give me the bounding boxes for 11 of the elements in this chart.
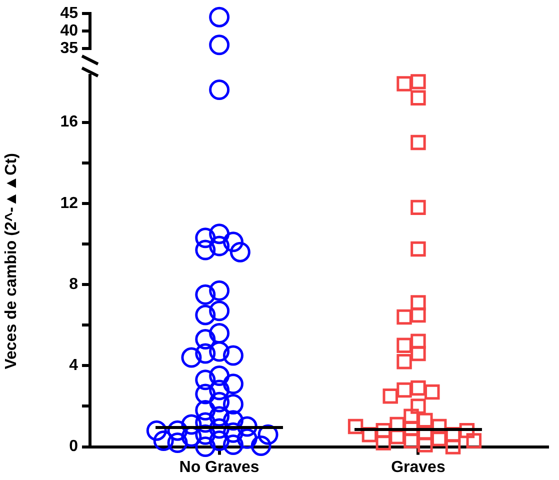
y-tick-label: 8 [69, 276, 78, 293]
y-tick-label: 45 [60, 5, 78, 22]
y-tick-label: 40 [60, 22, 78, 40]
x-tick-label: Graves [391, 458, 446, 476]
y-tick-label: 4 [69, 357, 78, 374]
y-tick-label: 16 [60, 114, 78, 131]
y-tick-label: 12 [60, 194, 78, 212]
y-tick-label: 35 [60, 40, 78, 57]
y-axis-title: Veces de cambio (2^-▲▲Ct) [3, 153, 20, 370]
x-tick-label: No Graves [179, 458, 260, 476]
y-tick-label: 0 [69, 438, 78, 456]
